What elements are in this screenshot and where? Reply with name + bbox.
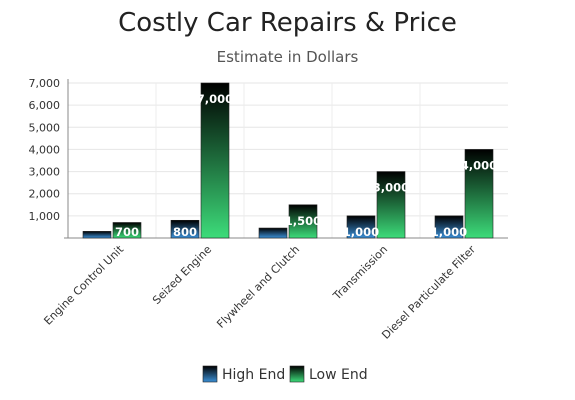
legend-swatch xyxy=(202,365,218,383)
data-label: 4,000 xyxy=(461,158,497,172)
y-tick-label: 6,000 xyxy=(29,99,61,112)
bar-high-end[interactable] xyxy=(170,219,200,239)
data-label: 1,000 xyxy=(431,225,467,239)
y-tick-label: 5,000 xyxy=(29,121,61,134)
bar-low-end[interactable] xyxy=(112,222,142,239)
y-tick-label: 2,000 xyxy=(29,188,61,201)
bar-high-end[interactable] xyxy=(258,227,288,239)
bar-high-end[interactable] xyxy=(434,215,464,239)
category-label: Transmission xyxy=(330,243,390,303)
category-label: Diesel Particulate Filter xyxy=(379,243,478,342)
y-tick-label: 3,000 xyxy=(29,166,61,179)
data-label: 1,000 xyxy=(343,225,379,239)
y-tick-label: 1,000 xyxy=(29,210,61,223)
chart-title: Costly Car Repairs & Price xyxy=(118,8,457,38)
chart-subtitle: Estimate in Dollars xyxy=(216,48,359,66)
bar-high-end[interactable] xyxy=(346,215,376,239)
category-label: Seized Engine xyxy=(150,243,214,307)
bar-low-end[interactable] xyxy=(288,204,318,239)
bar-low-end[interactable] xyxy=(376,171,406,239)
bar-low-end[interactable] xyxy=(464,149,494,239)
y-tick-label: 7,000 xyxy=(29,77,61,90)
legend-swatch xyxy=(289,365,305,383)
category-label: Flywheel and Clutch xyxy=(214,243,302,331)
y-tick-label: 4,000 xyxy=(29,143,61,156)
data-label: 700 xyxy=(115,225,139,239)
data-label: 7,000 xyxy=(197,92,233,106)
data-label: 3,000 xyxy=(373,181,409,195)
data-label: 800 xyxy=(173,225,197,239)
category-label: Engine Control Unit xyxy=(41,242,126,327)
legend-label[interactable]: Low End xyxy=(309,367,368,383)
bar-low-end[interactable] xyxy=(200,82,230,239)
data-label: 1,500 xyxy=(285,214,321,228)
legend-label[interactable]: High End xyxy=(222,367,285,383)
bar-high-end[interactable] xyxy=(82,231,112,239)
